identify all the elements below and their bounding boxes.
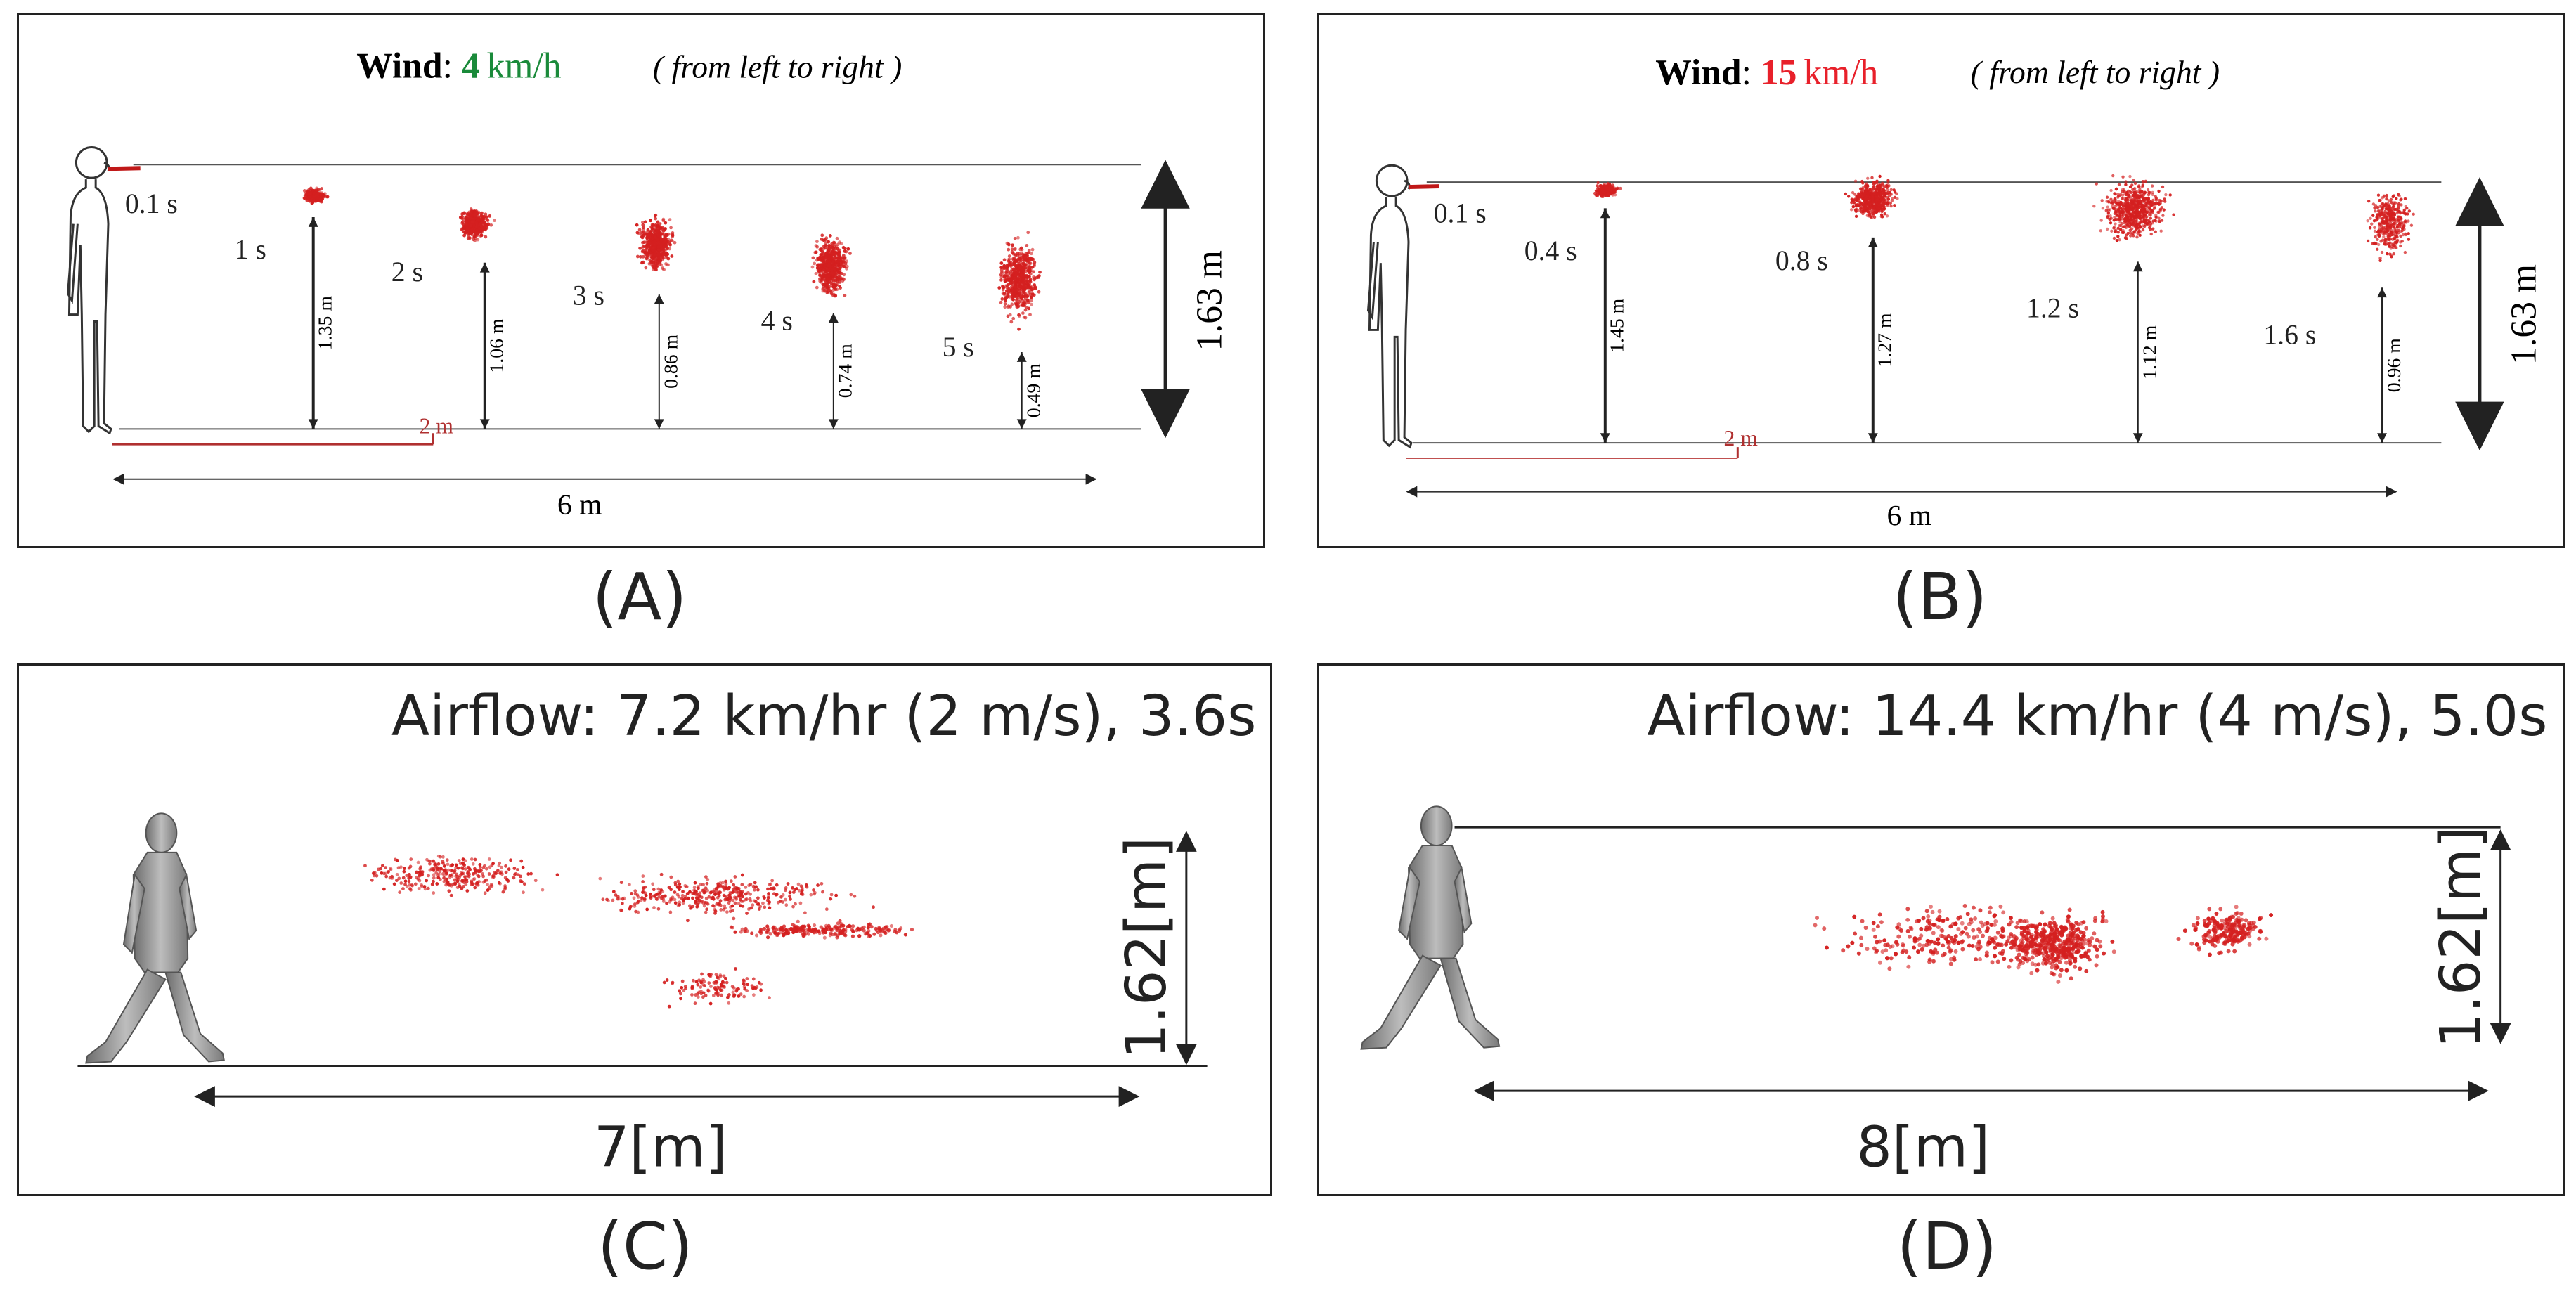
- time-label-b-4: 1.2 s: [2026, 293, 2079, 324]
- caption-b: (B): [1892, 559, 1988, 635]
- b-height-label-3: 1.12 m: [2140, 325, 2161, 380]
- droplet-plume-d-2: [1984, 905, 2116, 984]
- panel-b-speed-value: 15: [1761, 53, 1797, 93]
- b-height-label-4: 0.96 m: [2383, 338, 2405, 393]
- panel-c: Airflow: 7.2 km/hr (2 m/s), 3.6s 7[m] 1.…: [17, 663, 1272, 1196]
- droplet-cloud-a-1: [302, 186, 330, 205]
- droplet-plume-d-3: [2176, 905, 2274, 957]
- droplet-cloud-a-4: [810, 233, 852, 298]
- panel-b-figure: Wind: 15 km/h ( from left to right ) 0.1 …: [1366, 53, 2544, 532]
- scale-label-b: 2 m: [1723, 426, 1758, 450]
- time-label-b-2: 0.4 s: [1525, 235, 1577, 266]
- droplet-cloud-a-2: [458, 207, 496, 242]
- walking-figure-c: [85, 812, 225, 1064]
- caption-c: (C): [597, 1209, 694, 1284]
- a-height-label-1: 1.35 m: [314, 296, 336, 351]
- droplet-clouds-b: [1593, 174, 2415, 263]
- b-height-label-2: 1.27 m: [1875, 313, 1896, 368]
- person-height-label-b: 1.63 m: [2504, 264, 2544, 365]
- person-silhouette-b: [1366, 164, 1413, 449]
- width-label-b: 6 m: [1887, 500, 1932, 532]
- height-arrows-b: 1.45 m 1.27 m 1.12 m 0.96 m: [1600, 208, 2405, 443]
- time-label-a-2: 1 s: [235, 234, 266, 265]
- mouth-spray-b: [1408, 184, 1439, 190]
- panel-b-title-sep: :: [1742, 53, 1761, 93]
- droplet-cloud-a-5: [997, 231, 1042, 331]
- walking-figure-d: [1360, 805, 1501, 1050]
- droplet-cloud-d: [1813, 903, 2274, 984]
- droplet-cloud-b-2: [1844, 174, 1899, 219]
- scale-label-a: 2 m: [420, 413, 454, 438]
- width-label-c: 7[m]: [594, 1114, 727, 1179]
- droplet-cloud-c: [363, 854, 914, 1009]
- droplet-cloud-b-3: [2092, 174, 2175, 242]
- panel-d: Airflow: 14.4 km/hr (4 m/s), 5.0s 8[m] 1…: [1317, 663, 2565, 1196]
- width-label-d: 8[m]: [1856, 1114, 1990, 1179]
- caption-a: (A): [592, 559, 687, 635]
- droplet-cloud-b-4: [2366, 193, 2415, 263]
- panel-c-figure: Airflow: 7.2 km/hr (2 m/s), 3.6s 7[m] 1.…: [77, 683, 1257, 1179]
- person-silhouette-a: [66, 146, 112, 435]
- droplet-plume-c-1: [363, 854, 559, 897]
- person-height-label-a: 1.63 m: [1189, 250, 1229, 351]
- droplet-cloud-b-1: [1593, 181, 1622, 198]
- a-height-label-4: 0.74 m: [835, 344, 857, 398]
- panel-a-direction: ( from left to right ): [653, 48, 902, 84]
- panel-a-title-sep: :: [443, 46, 462, 86]
- panel-a-speed-value: 4: [462, 46, 480, 86]
- panel-a-title-label: Wind: [356, 46, 443, 86]
- time-label-a-4: 3 s: [573, 280, 604, 311]
- panel-b-title: Wind: 15 km/h: [1655, 53, 1878, 93]
- panel-b-title-label: Wind: [1655, 53, 1742, 93]
- time-label-a-6: 5 s: [943, 332, 974, 363]
- panel-a: Wind: 4 km/h ( from left to right ) 0.1 s…: [17, 13, 1265, 548]
- panel-a-title: Wind: 4 km/h: [356, 46, 562, 86]
- panel-d-figure: Airflow: 14.4 km/hr (4 m/s), 5.0s 8[m] 1…: [1360, 683, 2547, 1179]
- width-label-a: 6 m: [557, 488, 602, 521]
- droplet-plume-c-4: [662, 967, 771, 1009]
- a-height-label-3: 0.86 m: [661, 334, 682, 389]
- height-label-d: 1.62[m]: [2428, 826, 2493, 1049]
- a-height-label-2: 1.06 m: [486, 318, 508, 373]
- droplet-plume-c-2: [598, 872, 875, 923]
- droplet-plume-c-3: [729, 919, 914, 940]
- time-label-b-5: 1.6 s: [2263, 319, 2316, 350]
- caption-d: (D): [1896, 1209, 1998, 1284]
- height-label-c: 1.62[m]: [1113, 837, 1179, 1059]
- time-label-b-1: 0.1 s: [1434, 198, 1487, 229]
- time-label-a-3: 2 s: [391, 257, 423, 287]
- panel-a-figure: Wind: 4 km/h ( from left to right ) 0.1 s…: [66, 46, 1229, 521]
- panel-c-title: Airflow: 7.2 km/hr (2 m/s), 3.6s: [391, 683, 1257, 748]
- height-arrows-a: 1.35 m 1.06 m 0.86 m 0.74 m 0.49 m: [308, 216, 1044, 429]
- droplet-clouds-a: [302, 186, 1042, 331]
- a-height-label-5: 0.49 m: [1023, 363, 1044, 418]
- panel-b-direction: ( from left to right ): [1971, 54, 2220, 90]
- mouth-spray-a: [108, 166, 141, 171]
- droplet-cloud-a-3: [635, 213, 677, 272]
- panel-d-title: Airflow: 14.4 km/hr (4 m/s), 5.0s: [1647, 683, 2547, 748]
- panel-a-speed-unit: km/h: [487, 46, 562, 86]
- time-label-b-3: 0.8 s: [1775, 245, 1828, 276]
- time-label-a-5: 4 s: [761, 305, 793, 336]
- panel-b-speed-unit: km/h: [1804, 53, 1878, 93]
- time-label-a-1: 0.1 s: [125, 188, 178, 219]
- panel-b: Wind: 15 km/h ( from left to right ) 0.1 …: [1317, 13, 2565, 548]
- b-height-label-1: 1.45 m: [1607, 298, 1629, 353]
